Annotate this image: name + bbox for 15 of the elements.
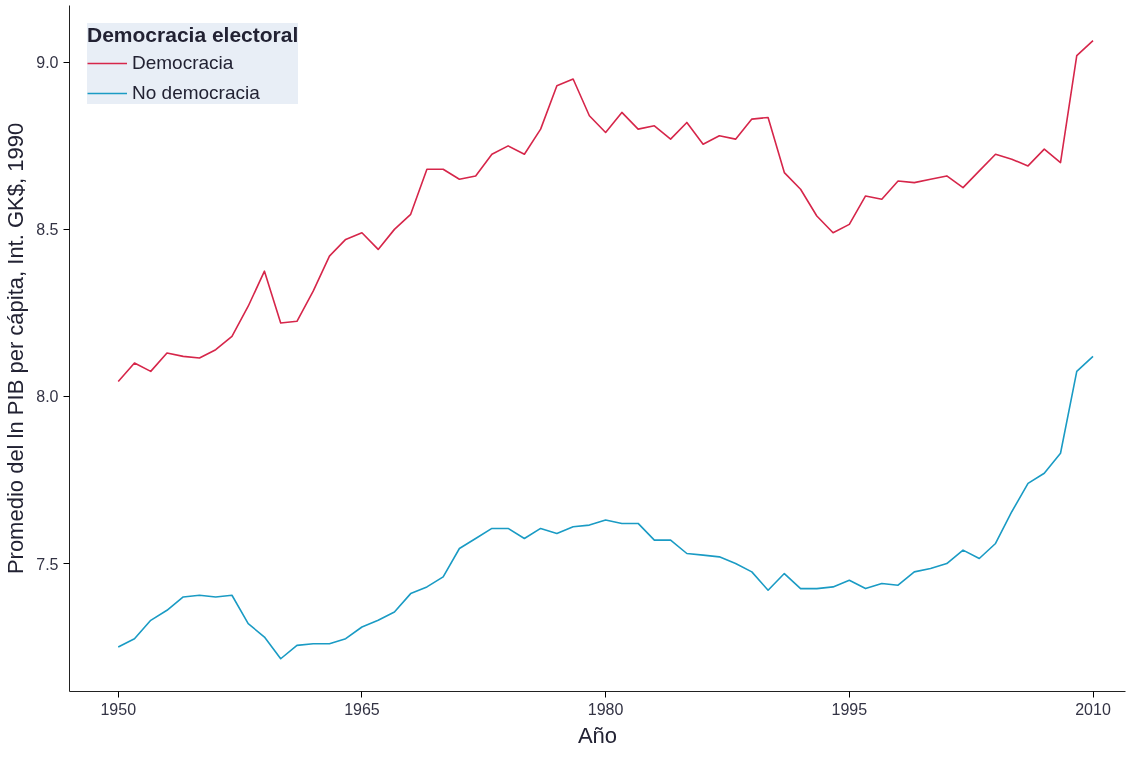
x-axis-title: Año [577, 722, 618, 748]
x-tick-label: 1950 [100, 700, 137, 718]
legend-label: Democracia [132, 52, 234, 74]
x-tick-label: 1980 [587, 700, 624, 718]
y-tick-label: 8.0 [36, 388, 59, 406]
x-tick-label: 1965 [344, 700, 380, 718]
line-series [117, 355, 1094, 660]
y-tick-label: 9.0 [36, 54, 59, 72]
legend-label: No democracia [132, 82, 260, 104]
y-axis-title: Promedio del ln PIB per cápita, Int. GK$, 1990 [3, 122, 29, 575]
x-tick-label: 2010 [1075, 700, 1111, 718]
legend-title: Democracia electoral [87, 23, 299, 47]
y-tick-label: 7.5 [36, 555, 59, 573]
y-tick-label: 8.5 [36, 221, 59, 239]
x-tick-label: 1995 [831, 700, 868, 718]
